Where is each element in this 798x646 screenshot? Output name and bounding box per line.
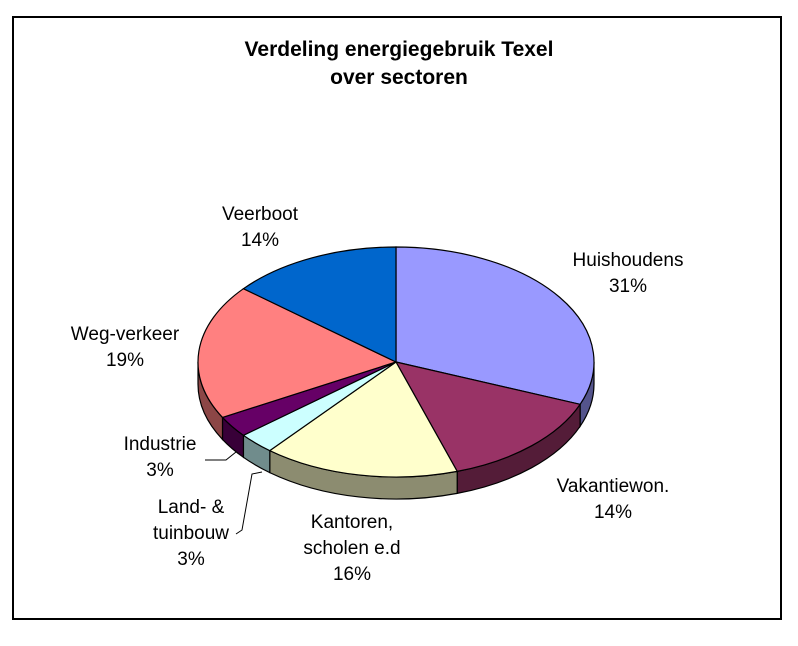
slice-industrie-name-line: Industrie [124, 434, 197, 455]
chart-title: Verdeling energiegebruik Texel over sect… [14, 36, 784, 92]
slice-land-tuinbouw-name-line: Land- & [158, 497, 225, 518]
slice-vakantiewon-percent: 14% [594, 502, 632, 523]
slice-kantoren-scholen-e-d-top [268, 361, 459, 478]
slice-industrie-leader [205, 451, 237, 461]
slice-huishoudens-top [395, 246, 595, 406]
slice-weg-verkeer-percent: 19% [106, 350, 144, 371]
slice-kantoren-scholen-e-d-name-line: Kantoren, [311, 512, 393, 533]
slice-land-tuinbouw-percent: 3% [177, 549, 205, 570]
slice-weg-verkeer-label: Weg-verkeer 19% [71, 324, 180, 371]
slice-veerboot-top [242, 246, 397, 363]
slice-vakantiewon-name-line: Vakantiewon. [557, 476, 670, 497]
chart-title-line-1: Verdeling energiegebruik Texel [244, 38, 554, 61]
slice-veerboot-name-line: Veerboot [222, 204, 299, 225]
slice-weg-verkeer-name-line: Weg-verkeer [71, 324, 180, 345]
slice-huishoudens-percent: 31% [609, 276, 647, 297]
slice-land-tuinbouw-label: Land- & tuinbouw 3% [153, 497, 229, 570]
slice-industrie-percent: 3% [146, 460, 174, 481]
chart-title-line-2: over sectoren [330, 66, 468, 89]
slice-land-tuinbouw-name-line: tuinbouw [153, 523, 229, 544]
slice-huishoudens-label: Huishoudens 31% [573, 250, 684, 297]
slice-veerboot-label: Veerboot 14% [222, 204, 299, 251]
slice-kantoren-scholen-e-d-percent: 16% [333, 564, 371, 585]
slice-kantoren-scholen-e-d-label: Kantoren, scholen e.d 16% [303, 512, 400, 585]
slice-kantoren-scholen-e-d-name-line: scholen e.d [303, 538, 400, 559]
slice-veerboot-percent: 14% [241, 230, 279, 251]
slice-vakantiewon-label: Vakantiewon. 14% [557, 476, 670, 523]
slice-industrie-label: Industrie 3% [124, 434, 197, 481]
slice-huishoudens-name-line: Huishoudens [573, 250, 684, 271]
slice-land-tuinbouw-leader [235, 471, 263, 535]
slice-weg-verkeer-top [197, 288, 398, 419]
